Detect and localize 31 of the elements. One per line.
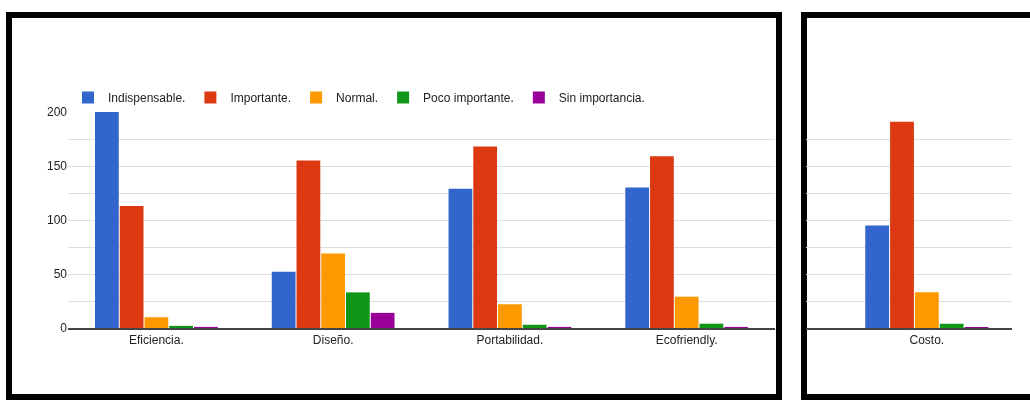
bar (473, 146, 498, 328)
bar (448, 188, 473, 328)
bar (119, 205, 144, 328)
bar (271, 271, 296, 328)
y-tick-label: 150 (46, 159, 68, 174)
legend-label: Poco importante. (423, 91, 514, 106)
y-tick-label: 100 (46, 213, 68, 228)
bar (95, 112, 119, 328)
bar (144, 317, 169, 328)
x-tick-label: Diseño. (312, 333, 354, 348)
legend-label: Sin importancia. (558, 91, 645, 106)
bar (674, 296, 699, 328)
y-tick-label: 50 (53, 267, 68, 282)
x-tick-label: Ecofriendly. (655, 333, 718, 348)
legend-label: Indispensable. (108, 91, 186, 106)
bar (296, 160, 321, 328)
bar (346, 292, 370, 328)
legend-label: Normal. (336, 91, 379, 106)
bar (169, 325, 194, 328)
bar (625, 187, 650, 328)
bar (650, 156, 674, 328)
bar (321, 253, 346, 328)
bar (370, 312, 395, 328)
x-tick-label: Eficiencia. (129, 333, 184, 348)
y-tick-label: 0 (60, 321, 68, 336)
legend-label: Importante. (230, 91, 292, 106)
bar (522, 324, 547, 328)
bar (498, 304, 522, 328)
x-tick-label: Costo. (909, 333, 945, 348)
y-tick-label: 200 (46, 105, 68, 120)
x-tick-label: Portabilidad. (476, 333, 544, 348)
